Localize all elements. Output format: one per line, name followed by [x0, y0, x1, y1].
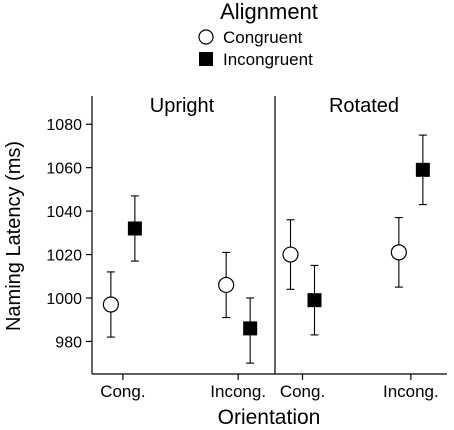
y-tick-label: 1020: [46, 248, 82, 265]
x-axis-label: Orientation: [218, 406, 321, 429]
congruent-point-upright-1: [218, 251, 235, 319]
filled-square-marker: [415, 162, 430, 177]
congruent-point-upright-0: [102, 271, 119, 338]
y-tick-label: 1040: [46, 204, 82, 221]
open-circle-marker: [282, 246, 299, 263]
legend: Congruent Incongruent: [198, 28, 313, 69]
y-axis-label: Naming Latency (ms): [3, 141, 25, 331]
incongruent-point-rotated-1: [415, 134, 430, 206]
incongruent-point-upright-1: [243, 297, 258, 364]
y-tick-label: 1060: [46, 161, 82, 178]
legend-title: Alignment: [220, 0, 318, 24]
panel-title-rotated: Rotated: [329, 95, 399, 117]
legend-square-marker: [199, 52, 213, 66]
congruent-point-rotated-1: [390, 217, 407, 288]
legend-entry-incongruent: Incongruent: [199, 50, 313, 69]
x-tick-label: Incong.: [210, 382, 266, 401]
x-tick-label: Cong.: [280, 382, 325, 401]
x-tick-label: Incong.: [383, 382, 439, 401]
legend-circle-marker: [198, 29, 214, 45]
filled-square-marker: [307, 293, 322, 308]
legend-label: Incongruent: [223, 50, 313, 69]
panel-title-upright: Upright: [150, 95, 215, 117]
filled-square-marker: [127, 221, 142, 236]
legend-entry-congruent: Congruent: [198, 28, 303, 47]
y-tick-label: 980: [55, 334, 82, 351]
data-marks: [102, 134, 430, 364]
congruent-point-rotated-0: [282, 219, 299, 290]
legend-label: Congruent: [223, 28, 303, 47]
open-circle-marker: [218, 276, 235, 294]
filled-square-marker: [243, 321, 258, 336]
x-tick-label: Cong.: [100, 382, 145, 401]
axes: 980 1000 1020 1040 1060 1080 Cong. Incong. Cong.…: [46, 96, 447, 401]
y-tick-label: 1080: [46, 117, 82, 134]
y-tick-label: 1000: [46, 291, 82, 308]
incongruent-point-upright-0: [127, 195, 142, 262]
incongruent-point-rotated-0: [307, 264, 322, 336]
open-circle-marker: [102, 296, 119, 313]
open-circle-marker: [390, 244, 407, 261]
